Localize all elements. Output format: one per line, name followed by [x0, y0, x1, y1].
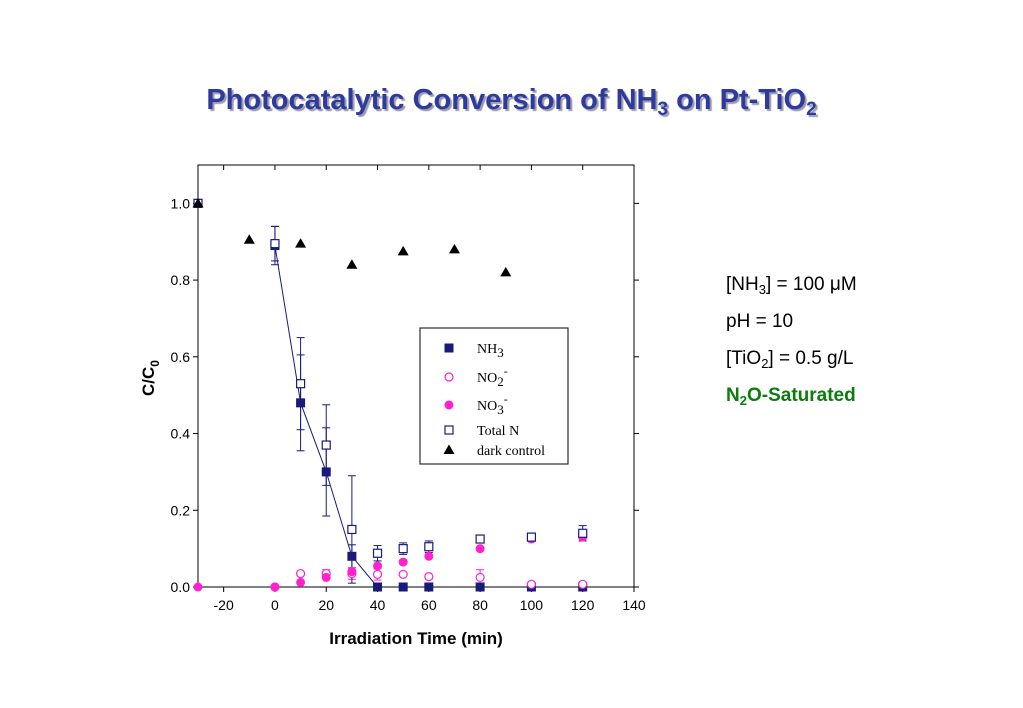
data-point-series-3 [295, 379, 306, 389]
data-point-series-3 [475, 534, 485, 544]
legend-marker [444, 425, 454, 435]
data-point-series-1 [578, 579, 588, 589]
y-tick-label: 0.8 [171, 272, 191, 288]
data-point-series-1 [295, 568, 306, 579]
data-point-series-3 [526, 532, 537, 542]
data-point-series-4 [397, 245, 409, 256]
conditions-panel: [NH3] = 100 μM pH = 10 [TiO2] = 0.5 g/L … [726, 270, 857, 418]
data-point-series-0 [475, 582, 485, 592]
legend-label: NO2- [477, 364, 508, 389]
data-point-series-4 [295, 238, 307, 248]
y-axis-title: C/C0 [139, 360, 162, 396]
data-point-series-2 [373, 561, 383, 571]
x-tick-label: 40 [370, 597, 386, 613]
data-point-series-0 [424, 582, 434, 592]
data-point-series-0 [296, 398, 306, 408]
tio2-loading: [TiO2] = 0.5 g/L [726, 348, 854, 371]
page-title: Photocatalytic Conversion of NH3 on Pt-T… [206, 84, 817, 120]
legend-marker [444, 400, 454, 410]
data-point-series-3 [321, 440, 331, 450]
data-point-series-2 [270, 582, 280, 592]
n2o-saturated-label: N2O-Saturated [726, 385, 856, 408]
x-axis-title: Irradiation Time (min) [329, 629, 503, 648]
data-point-series-1 [398, 569, 408, 579]
legend-marker [444, 343, 454, 353]
legend-label: dark control [477, 444, 545, 459]
data-point-series-1 [372, 569, 383, 579]
legend-label: NO3- [477, 392, 508, 417]
data-point-series-2 [296, 577, 306, 587]
data-point-series-3 [424, 542, 434, 552]
data-point-series-3 [578, 528, 588, 538]
y-tick-label: 0.4 [171, 426, 191, 442]
data-point-series-0 [347, 551, 357, 561]
nh3-concentration: [NH3] = 100 μM [726, 274, 857, 297]
data-point-series-4 [243, 234, 255, 244]
data-point-series-3 [270, 239, 280, 249]
legend: NH3 NO2- NO3- Total N dark control [419, 327, 569, 465]
y-tick-label: 0.2 [171, 502, 191, 518]
data-point-series-2 [398, 557, 408, 567]
data-point-series-2 [475, 544, 485, 554]
data-point-series-0 [321, 467, 331, 477]
plot-frame [197, 164, 635, 588]
ph-value: pH = 10 [726, 311, 794, 332]
data-point-series-3 [398, 544, 408, 554]
x-tick-label: 100 [520, 597, 544, 613]
data-point-series-2 [347, 567, 357, 577]
x-tick-label: 20 [318, 597, 334, 613]
x-tick-label: -20 [214, 597, 234, 613]
x-tick-label: 140 [622, 597, 646, 613]
legend-marker [443, 444, 455, 454]
data-point-series-1 [475, 572, 485, 583]
legend-label: Total N [477, 424, 519, 439]
data-point-series-2 [424, 551, 434, 561]
data-point-series-4 [448, 243, 460, 254]
data-point-series-2 [193, 582, 203, 592]
data-point-series-0 [373, 582, 383, 592]
y-tick-label: 0.6 [171, 349, 191, 365]
y-tick-label: 1.0 [171, 195, 191, 211]
x-tick-label: 60 [421, 597, 437, 613]
data-point-series-4 [346, 259, 358, 269]
legend-label: NH3 [477, 342, 504, 360]
data-point-series-4 [192, 197, 204, 208]
data-point-series-0 [398, 582, 408, 592]
data-point-series-2 [321, 572, 331, 582]
x-tick-label: 120 [571, 597, 595, 613]
legend-marker [444, 372, 454, 382]
data-point-series-3 [347, 524, 357, 535]
data-point-series-1 [424, 572, 434, 582]
x-tick-label: 0 [271, 597, 279, 613]
data-point-series-3 [372, 548, 383, 558]
data-point-series-4 [500, 266, 512, 277]
plot-area: -20 0 20 40 60 80 100 120 140 0.0 0.2 0.4 0.6 0.8 1.0 [171, 164, 646, 613]
x-tick-label: 80 [472, 597, 488, 613]
data-point-series-1 [526, 579, 537, 589]
y-tick-label: 0.0 [171, 579, 191, 595]
